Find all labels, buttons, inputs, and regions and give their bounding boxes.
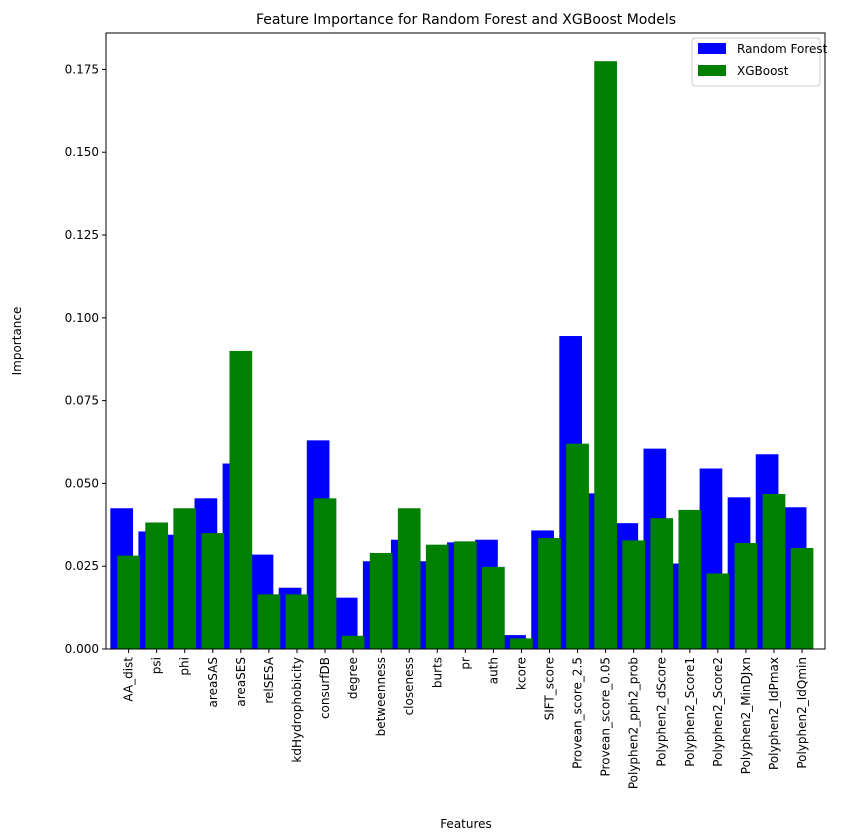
bar-xgboost-polyphen2-idqmin: [790, 547, 814, 649]
x-tick-label-aa-dist: AA_dist: [122, 657, 136, 702]
bar-xgboost-degree: [341, 635, 365, 649]
chart-title: Feature Importance for Random Forest and…: [256, 12, 676, 28]
bar-xgboost-burts: [425, 544, 449, 649]
x-tick-label-burts: burts: [430, 657, 444, 688]
legend: Random Forest XGBoost: [691, 37, 828, 87]
y-tick-label: 0.075: [65, 394, 99, 408]
x-axis: AA_dist psi phi areaSAS areaSES relSESA kdHydr…: [122, 649, 809, 789]
bar-xgboost-polyphen2-score2: [706, 573, 730, 649]
x-tick-label-closeness: closeness: [402, 657, 416, 715]
bar-xgboost-provean-score-0-05: [594, 61, 617, 649]
x-tick-label-polyphen2-dscore: Polyphen2_dScore: [655, 657, 669, 767]
x-tick-label-polyphen2-mindjxn: Polyphen2_MinDJxn: [739, 657, 753, 774]
x-tick-label-areases: areaSES: [234, 657, 248, 707]
bar-xgboost-polyphen2-mindjxn: [734, 543, 758, 649]
legend-label-xgboost: XGBoost: [737, 64, 789, 78]
bar-xgboost-consurfdb: [313, 498, 337, 649]
bar-xgboost-areases: [229, 350, 253, 649]
x-tick-label-polyphen2-pph2-prob: Polyphen2_pph2_prob: [627, 657, 641, 789]
y-axis: 0.000 0.025 0.050 0.075 0.100 0.125 0.150 0.175: [65, 62, 106, 656]
x-tick-label-provean-score-2-5: Provean_score_2.5: [571, 657, 585, 769]
bar-xgboost-closeness: [397, 508, 421, 649]
x-tick-label-degree: degree: [346, 657, 360, 699]
y-tick-label: 0.150: [65, 145, 99, 159]
bar-xgboost-aa-dist: [117, 555, 140, 649]
legend-swatch-xgboost: [698, 65, 726, 76]
bar-xgboost-relsesa: [257, 594, 281, 649]
legend-swatch-random-forest: [698, 43, 726, 54]
y-tick-label: 0.025: [65, 559, 99, 573]
bar-xgboost-polyphen2-idpmax: [762, 494, 786, 649]
x-tick-label-consurfdb: consurfDB: [318, 657, 332, 719]
x-tick-label-provean-score-0-05: Provean_score_0.05: [599, 657, 613, 776]
bar-xgboost-areasas: [201, 533, 225, 649]
bar-xgboost-psi: [145, 522, 169, 649]
bar-xgboost-kcore: [510, 638, 533, 649]
bar-xgboost-polyphen2-dscore: [650, 518, 674, 649]
x-tick-label-polyphen2-idqmin: Polyphen2_IdQmin: [795, 657, 809, 769]
bar-xgboost-pr: [453, 541, 477, 649]
bar-xgboost-sift-score: [538, 538, 561, 649]
x-tick-label-kdhydrophobicity: kdHydrophobicity: [290, 657, 304, 763]
bar-xgboost-auth: [482, 566, 505, 649]
x-tick-label-polyphen2-score2: Polyphen2_Score2: [711, 657, 725, 767]
y-tick-label: 0.050: [65, 476, 99, 490]
x-tick-label-relsesa: relSESA: [262, 656, 276, 703]
bars-group: [110, 61, 814, 649]
bar-xgboost-polyphen2-pph2-prob: [622, 540, 646, 649]
x-tick-label-areasas: areaSAS: [206, 657, 220, 707]
x-tick-label-pr: pr: [458, 657, 472, 670]
bar-xgboost-betweenness: [369, 552, 393, 649]
x-tick-label-phi: phi: [178, 657, 192, 676]
y-tick-label: 0.175: [65, 62, 99, 76]
y-tick-label: 0.100: [65, 311, 99, 325]
y-tick-label: 0.000: [65, 642, 99, 656]
legend-label-random-forest: Random Forest: [737, 42, 828, 56]
x-tick-label-betweenness: betweenness: [374, 657, 388, 736]
bar-xgboost-phi: [173, 508, 197, 649]
x-tick-label-kcore: kcore: [514, 657, 528, 690]
bar-xgboost-provean-score-2-5: [566, 443, 589, 649]
y-axis-label: Importance: [10, 307, 24, 376]
x-tick-label-sift-score: SIFT_score: [543, 657, 557, 720]
bar-xgboost-kdhydrophobicity: [285, 594, 309, 649]
bar-xgboost-polyphen2-score1: [678, 509, 702, 649]
x-tick-label-polyphen2-score1: Polyphen2_Score1: [683, 657, 697, 767]
x-tick-label-psi: psi: [150, 657, 164, 674]
x-axis-label: Features: [440, 817, 492, 831]
y-tick-label: 0.125: [65, 228, 99, 242]
x-tick-label-auth: auth: [486, 657, 500, 684]
x-tick-label-polyphen2-idpmax: Polyphen2_IdPmax: [767, 657, 781, 770]
